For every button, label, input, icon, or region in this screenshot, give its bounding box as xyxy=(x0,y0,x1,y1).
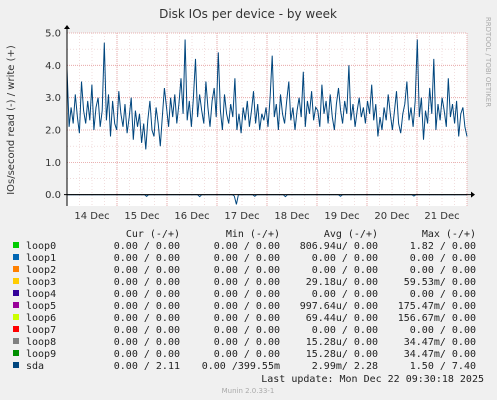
legend-value-loop8-avg: 15.28u/ 0.00 xyxy=(306,337,378,348)
legend-value-loop0-cur: 0.00 / 0.00 xyxy=(114,241,180,252)
legend-swatch-loop1 xyxy=(13,254,19,260)
legend-value-loop5-avg: 997.64u/ 0.00 xyxy=(300,301,378,312)
legend: Cur (-/+) Min (-/+) Avg (-/+) Max (-/+) loop… xyxy=(13,229,476,372)
legend-label-loop5: loop5 xyxy=(26,301,56,312)
y-axis-label: IOs/second read (-) / write (+) xyxy=(6,45,17,195)
legend-label-loop9: loop9 xyxy=(26,349,56,360)
y-tick-label: 0.0 xyxy=(45,190,61,201)
legend-swatch-loop7 xyxy=(13,326,19,332)
x-tick-label: 21 Dec xyxy=(424,211,459,222)
series-line-sda-write xyxy=(66,39,468,150)
axes xyxy=(64,25,475,206)
legend-value-loop3-min: 0.00 / 0.00 xyxy=(214,277,280,288)
legend-value-loop7-cur: 0.00 / 0.00 xyxy=(114,325,180,336)
legend-label-loop7: loop7 xyxy=(26,325,56,336)
legend-header-avg: Avg (-/+) xyxy=(324,229,378,240)
legend-swatch-loop0 xyxy=(13,242,19,248)
legend-value-loop4-max: 0.00 / 0.00 xyxy=(410,289,476,300)
legend-swatch-loop4 xyxy=(13,290,19,296)
x-tick-label: 18 Dec xyxy=(274,211,309,222)
legend-label-loop1: loop1 xyxy=(26,253,56,264)
legend-label-loop2: loop2 xyxy=(26,265,56,276)
legend-value-loop2-min: 0.00 / 0.00 xyxy=(214,265,280,276)
legend-value-loop0-min: 0.00 / 0.00 xyxy=(214,241,280,252)
legend-value-loop3-avg: 29.18u/ 0.00 xyxy=(306,277,378,288)
y-tick-label: 1.0 xyxy=(45,158,61,169)
y-axis-arrow xyxy=(64,25,70,29)
legend-value-loop9-avg: 15.28u/ 0.00 xyxy=(306,349,378,360)
last-update: Last update: Mon Dec 22 09:30:18 2025 xyxy=(261,374,484,385)
legend-label-sda: sda xyxy=(26,361,44,372)
legend-value-sda-cur: 0.00 / 2.11 xyxy=(114,361,180,372)
legend-value-sda-max: 1.50 / 7.40 xyxy=(410,361,476,372)
legend-value-loop1-min: 0.00 / 0.00 xyxy=(214,253,280,264)
y-tick-label: 4.0 xyxy=(45,61,61,72)
legend-swatch-loop8 xyxy=(13,338,19,344)
legend-value-loop3-cur: 0.00 / 0.00 xyxy=(114,277,180,288)
legend-value-loop0-max: 1.82 / 0.00 xyxy=(410,241,476,252)
legend-value-loop9-max: 34.47m/ 0.00 xyxy=(404,349,476,360)
legend-value-loop1-max: 0.00 / 0.00 xyxy=(410,253,476,264)
legend-header-max: Max (-/+) xyxy=(422,229,476,240)
legend-value-loop2-avg: 0.00 / 0.00 xyxy=(312,265,378,276)
legend-label-loop6: loop6 xyxy=(26,313,56,324)
legend-value-loop7-min: 0.00 / 0.00 xyxy=(214,325,280,336)
munin-version: Munin 2.0.33-1 xyxy=(222,387,275,395)
legend-swatch-loop6 xyxy=(13,314,19,320)
legend-value-loop5-min: 0.00 / 0.00 xyxy=(214,301,280,312)
legend-value-loop2-max: 0.00 / 0.00 xyxy=(410,265,476,276)
legend-label-loop4: loop4 xyxy=(26,289,56,300)
legend-value-loop0-avg: 806.94u/ 0.00 xyxy=(300,241,378,252)
legend-value-sda-min: 0.00 /399.55m xyxy=(202,361,280,372)
legend-swatch-sda xyxy=(13,362,19,368)
legend-value-loop4-min: 0.00 / 0.00 xyxy=(214,289,280,300)
legend-value-loop3-max: 59.53m/ 0.00 xyxy=(404,277,476,288)
legend-value-loop8-max: 34.47m/ 0.00 xyxy=(404,337,476,348)
legend-value-loop6-cur: 0.00 / 0.00 xyxy=(114,313,180,324)
y-tick-label: 3.0 xyxy=(45,93,61,104)
legend-value-loop6-min: 0.00 / 0.00 xyxy=(214,313,280,324)
x-tick-label: 16 Dec xyxy=(174,211,209,222)
legend-value-loop8-cur: 0.00 / 0.00 xyxy=(114,337,180,348)
legend-value-loop9-cur: 0.00 / 0.00 xyxy=(114,349,180,360)
legend-value-loop4-cur: 0.00 / 0.00 xyxy=(114,289,180,300)
x-tick-label: 20 Dec xyxy=(374,211,409,222)
legend-label-loop8: loop8 xyxy=(26,337,56,348)
legend-label-loop3: loop3 xyxy=(26,277,56,288)
legend-value-loop2-cur: 0.00 / 0.00 xyxy=(114,265,180,276)
legend-value-loop9-min: 0.00 / 0.00 xyxy=(214,349,280,360)
x-tick-label: 14 Dec xyxy=(74,211,109,222)
legend-value-loop6-avg: 69.44u/ 0.00 xyxy=(306,313,378,324)
legend-value-loop4-avg: 0.00 / 0.00 xyxy=(312,289,378,300)
legend-value-loop6-max: 156.67m/ 0.00 xyxy=(398,313,476,324)
x-tick-label: 19 Dec xyxy=(324,211,359,222)
legend-value-loop5-max: 175.47m/ 0.00 xyxy=(398,301,476,312)
side-watermark: RRDTOOL / TOBI OETIKER xyxy=(484,17,492,107)
legend-header-min: Min (-/+) xyxy=(226,229,280,240)
y-tick-label: 2.0 xyxy=(45,126,61,137)
legend-header-cur: Cur (-/+) xyxy=(126,229,180,240)
legend-value-loop5-cur: 0.00 / 0.00 xyxy=(114,301,180,312)
x-ticks: 14 Dec 15 Dec 16 Dec 17 Dec 18 Dec 19 Dec 20 D… xyxy=(74,211,459,222)
legend-value-loop7-max: 0.00 / 0.00 xyxy=(410,325,476,336)
legend-value-loop8-min: 0.00 / 0.00 xyxy=(214,337,280,348)
legend-swatch-loop3 xyxy=(13,278,19,284)
legend-label-loop0: loop0 xyxy=(26,241,56,252)
chart-title: Disk IOs per device - by week xyxy=(159,7,337,21)
legend-value-sda-avg: 2.99m/ 2.28 xyxy=(312,361,378,372)
legend-swatch-loop5 xyxy=(13,302,19,308)
x-axis-arrow xyxy=(471,191,475,198)
legend-swatch-loop2 xyxy=(13,266,19,272)
x-tick-label: 17 Dec xyxy=(224,211,259,222)
legend-swatch-loop9 xyxy=(13,350,19,356)
legend-value-loop1-avg: 0.00 / 0.00 xyxy=(312,253,378,264)
legend-value-loop1-cur: 0.00 / 0.00 xyxy=(114,253,180,264)
y-ticks: 0.0 1.0 2.0 3.0 4.0 5.0 xyxy=(45,29,61,202)
x-tick-label: 15 Dec xyxy=(124,211,159,222)
legend-value-loop7-avg: 0.00 / 0.00 xyxy=(312,325,378,336)
y-tick-label: 5.0 xyxy=(45,29,61,40)
